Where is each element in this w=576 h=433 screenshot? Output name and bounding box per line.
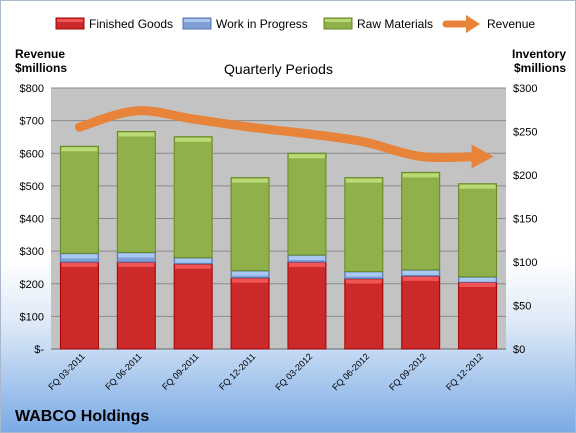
left-axis-label: Revenue	[15, 47, 65, 61]
bar-highlight	[175, 258, 212, 263]
right-tick-label: $250	[513, 127, 537, 139]
bar-segment	[230, 177, 270, 272]
x-tick-label: FQ 06-2012	[330, 351, 371, 392]
legend-swatch-highlight	[325, 19, 351, 22]
bar-highlight	[288, 256, 325, 261]
bar-highlight	[61, 263, 98, 267]
bar-segment	[230, 277, 270, 350]
bar-highlight	[61, 147, 98, 152]
revenue-line	[74, 106, 494, 169]
legend-swatch	[182, 17, 212, 30]
bar-highlight	[459, 277, 496, 282]
bar-highlight	[402, 276, 439, 281]
right-tick-label: $0	[513, 344, 525, 356]
legend-label: Finished Goods	[89, 17, 173, 31]
bar-highlight	[345, 272, 382, 277]
legend-swatch-highlight	[57, 19, 83, 22]
bar-segment	[173, 263, 213, 350]
bar-highlight	[175, 137, 212, 142]
bars	[59, 131, 498, 350]
bar-segment	[344, 177, 384, 273]
company-name: WABCO Holdings	[15, 408, 149, 425]
bar-highlight	[61, 254, 98, 259]
revenue-curve	[74, 106, 483, 163]
x-tick-label: FQ 09-2012	[387, 351, 428, 392]
legend-label: Raw Materials	[357, 17, 433, 31]
bar-highlight	[232, 178, 269, 183]
legend-label: Revenue	[487, 17, 535, 31]
revenue-arrowhead	[471, 144, 494, 169]
left-tick-label: $300	[20, 246, 44, 258]
right-axis-label: Inventory	[512, 47, 566, 61]
legend: Finished Goods Work in Progress Raw Materi…	[55, 15, 535, 33]
x-axis-ticks: FQ 03-2011 FQ 06-2011 FQ 09-2011 FQ 12-2011…	[46, 351, 485, 392]
left-tick-label: $200	[20, 279, 44, 291]
bar-highlight	[459, 283, 496, 288]
bar-segment	[59, 261, 99, 350]
left-axis-ticks: $- $100 $200 $300 $400 $500 $600 $700 $800	[20, 83, 45, 356]
bar-segment	[458, 281, 498, 350]
bar-segment	[344, 278, 384, 350]
chart-title: Quarterly Periods	[224, 61, 333, 77]
x-tick-label: FQ 06-2011	[103, 351, 144, 392]
bar-highlight	[232, 278, 269, 283]
bar-highlight	[402, 270, 439, 275]
left-tick-label: $500	[20, 181, 44, 193]
bar-segment	[59, 145, 99, 254]
right-axis-ticks: $0 $50 $100 $150 $200 $250 $300	[513, 83, 537, 356]
bar-segment	[458, 183, 498, 278]
left-axis-unit: $millions	[15, 61, 67, 75]
x-tick-label: FQ 12-2012	[444, 351, 485, 392]
left-tick-label: $600	[20, 148, 44, 160]
right-tick-label: $300	[513, 83, 537, 95]
bar-highlight	[288, 154, 325, 159]
left-tick-label: $100	[20, 311, 44, 323]
bar-highlight	[345, 279, 382, 284]
x-tick-label: FQ 03-2012	[273, 351, 314, 392]
bar-segment	[116, 131, 156, 253]
bar-highlight	[345, 178, 382, 183]
right-tick-label: $150	[513, 214, 537, 226]
x-tick-label: FQ 09-2011	[160, 351, 201, 392]
legend-swatch-highlight	[184, 19, 210, 22]
legend-swatch	[323, 17, 353, 30]
bar-highlight	[118, 263, 155, 267]
right-tick-label: $200	[513, 170, 537, 182]
bar-highlight	[118, 132, 155, 137]
bar-segment	[287, 152, 327, 256]
left-tick-label: $400	[20, 214, 44, 226]
bar-highlight	[175, 264, 212, 269]
legend-label: Work in Progress	[216, 17, 308, 31]
right-axis-unit: $millions	[514, 61, 566, 75]
bar-segment	[401, 275, 441, 350]
right-tick-label: $100	[513, 257, 537, 269]
right-tick-label: $50	[513, 301, 531, 313]
bar-highlight	[459, 184, 496, 189]
bar-highlight	[118, 253, 155, 258]
legend-swatch	[55, 17, 85, 30]
bar-highlight	[402, 173, 439, 178]
left-tick-label: $800	[20, 83, 44, 95]
left-tick-label: $700	[20, 116, 44, 128]
left-tick-label: $-	[34, 344, 44, 356]
bar-segment	[401, 171, 441, 271]
bar-segment	[287, 261, 327, 350]
bar-segment	[116, 261, 156, 350]
x-tick-label: FQ 03-2011	[46, 351, 87, 392]
bar-highlight	[288, 263, 325, 267]
bar-highlight	[232, 271, 269, 276]
legend-arrowhead	[466, 15, 480, 33]
x-tick-label: FQ 12-2011	[217, 351, 258, 392]
bar-segment	[173, 136, 213, 259]
